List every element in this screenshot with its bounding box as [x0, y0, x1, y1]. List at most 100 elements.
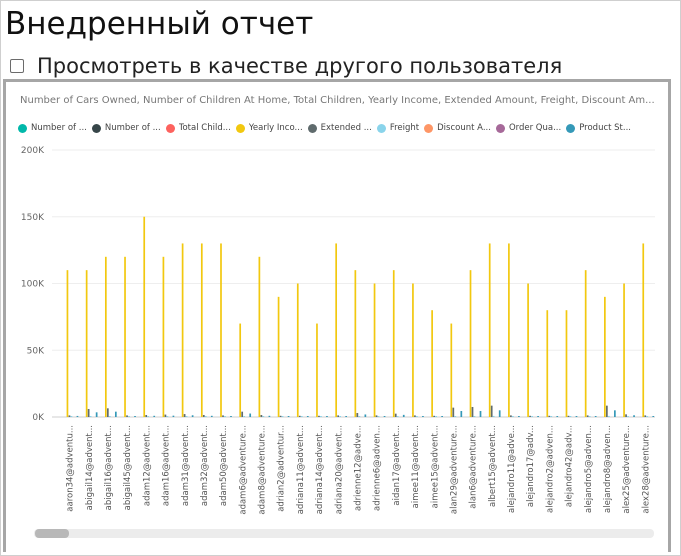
- bar: [529, 415, 531, 417]
- x-tick-label: alejandro8@adven...: [603, 425, 613, 513]
- bar: [76, 415, 79, 417]
- bar: [166, 416, 169, 417]
- bar: [354, 270, 357, 417]
- x-tick-label: alan29@adventure...: [449, 425, 459, 514]
- bar: [531, 416, 533, 417]
- legend-item[interactable]: Product St...: [566, 123, 631, 133]
- legend-item[interactable]: Number of ...: [18, 123, 87, 133]
- bar: [87, 408, 90, 417]
- bar: [422, 416, 424, 417]
- x-tick-label: abigail16@advent...: [104, 425, 114, 510]
- bar: [356, 412, 359, 417]
- x-tick-label: abigail45@advent...: [123, 425, 133, 510]
- bar: [594, 416, 597, 417]
- bar: [260, 414, 263, 417]
- bar: [392, 270, 395, 417]
- x-tick-label: alejandro11@adve...: [507, 425, 517, 513]
- bar: [642, 243, 645, 417]
- bar: [277, 296, 280, 417]
- bar: [556, 416, 559, 417]
- bar: [396, 416, 399, 417]
- bar: [375, 415, 378, 417]
- legend-item[interactable]: Extended ...: [307, 123, 372, 133]
- legend-marker-icon: [165, 123, 175, 133]
- bar: [567, 415, 570, 417]
- bar: [70, 416, 73, 417]
- bar: [200, 243, 203, 417]
- x-tick-label: adam31@advent...: [181, 425, 191, 506]
- x-tick-label: adam12@advent...: [142, 425, 152, 506]
- legend-marker-icon: [566, 123, 576, 133]
- bar: [512, 416, 514, 417]
- bar: [183, 414, 186, 417]
- bar: [471, 406, 474, 417]
- bar: [249, 413, 252, 417]
- x-tick-label: alejandro42@adv...: [565, 425, 575, 507]
- y-tick-label: 0K: [32, 413, 45, 423]
- view-as-checkbox[interactable]: [10, 59, 24, 73]
- bar: [627, 416, 629, 417]
- bar: [85, 270, 88, 417]
- x-tick-label: adam16@advent...: [162, 425, 172, 506]
- chart-legend: Number of ... Number of ... Total Child...…: [18, 121, 636, 135]
- horizontal-scrollbar[interactable]: [34, 529, 654, 538]
- bar: [243, 416, 246, 417]
- bar: [358, 416, 361, 417]
- bar: [492, 415, 495, 417]
- bar: [185, 416, 188, 417]
- x-tick-label: alejandro17@adv...: [526, 425, 536, 507]
- bar: [204, 416, 207, 417]
- bar: [66, 270, 69, 417]
- view-as-label[interactable]: Просмотреть в качестве другого пользоват…: [37, 54, 563, 78]
- bar: [377, 416, 380, 417]
- bar: [625, 414, 627, 417]
- bar: [450, 323, 453, 417]
- bar: [518, 416, 520, 417]
- bar: [614, 410, 616, 417]
- bar: [575, 416, 578, 417]
- legend-item[interactable]: Order Qua...: [495, 123, 561, 133]
- bar: [508, 243, 510, 417]
- page-title: Внедренный отчет: [5, 6, 314, 42]
- legend-item[interactable]: Freight: [376, 123, 419, 133]
- x-tick-label: aimee15@advent...: [430, 425, 440, 508]
- bar: [224, 416, 226, 417]
- legend-marker-icon: [91, 123, 101, 133]
- bar: [488, 243, 491, 417]
- x-tick-label: adrienne12@adve...: [354, 425, 364, 511]
- bar: [262, 416, 265, 417]
- x-tick-label: adam8@adventure...: [258, 425, 268, 515]
- bar: [469, 270, 472, 417]
- legend-item[interactable]: Yearly Inco...: [235, 123, 303, 133]
- bar: [345, 416, 348, 417]
- y-tick-label: 150K: [21, 213, 45, 223]
- bar: [306, 416, 309, 417]
- bar: [95, 412, 98, 417]
- x-tick-label: alejandro5@adven...: [584, 425, 594, 513]
- legend-item[interactable]: Discount A...: [424, 123, 491, 133]
- bar: [126, 415, 128, 417]
- scrollbar-thumb[interactable]: [35, 529, 69, 538]
- bar: [128, 416, 130, 417]
- bar: [412, 283, 414, 417]
- y-tick-label: 50K: [27, 346, 45, 356]
- bar: [414, 415, 416, 417]
- bar: [108, 416, 111, 417]
- legend-item[interactable]: Total Child...: [165, 123, 231, 133]
- bar: [239, 323, 242, 417]
- bar: [316, 323, 318, 417]
- legend-item[interactable]: Number of ...: [91, 123, 161, 133]
- bar: [279, 415, 282, 417]
- bar: [134, 416, 136, 417]
- bar: [435, 416, 437, 417]
- view-as-row[interactable]: Просмотреть в качестве другого пользоват…: [10, 52, 562, 80]
- legend-marker-icon: [495, 123, 505, 133]
- bar: [364, 414, 367, 417]
- bar: [402, 414, 405, 417]
- legend-marker-icon: [235, 123, 245, 133]
- bar: [320, 416, 322, 417]
- bar: [164, 414, 167, 417]
- legend-marker-icon: [424, 123, 434, 133]
- bar: [479, 410, 482, 417]
- bar: [241, 411, 244, 417]
